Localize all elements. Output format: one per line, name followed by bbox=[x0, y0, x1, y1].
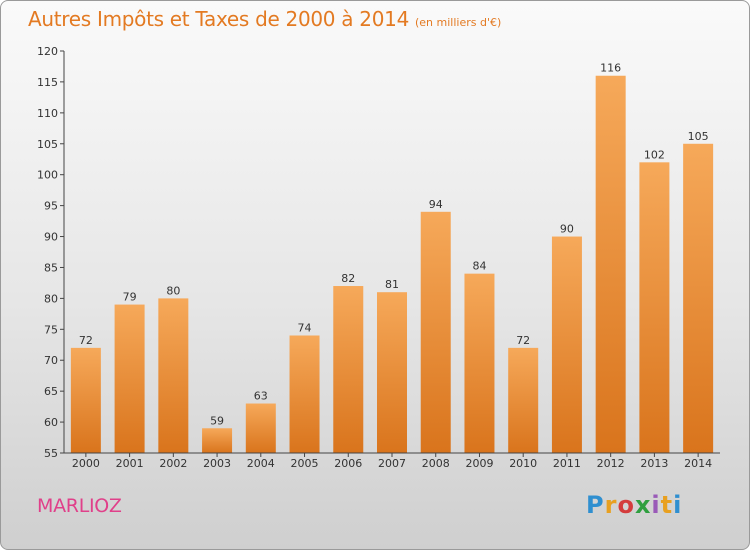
y-tick-label: 70 bbox=[44, 354, 58, 367]
proxiti-logo[interactable]: Proxiti bbox=[586, 491, 682, 519]
y-tick-label: 115 bbox=[37, 76, 58, 89]
bar-value-label: 94 bbox=[429, 198, 443, 211]
x-tick-label: 2012 bbox=[597, 457, 625, 470]
bar-value-label: 102 bbox=[644, 148, 665, 161]
y-tick-label: 90 bbox=[44, 231, 58, 244]
x-tick-label: 2010 bbox=[509, 457, 537, 470]
bar-2010 bbox=[508, 347, 539, 453]
logo-letter: t bbox=[660, 491, 674, 519]
bar-value-label: 81 bbox=[385, 278, 399, 291]
bar-value-label: 116 bbox=[600, 62, 621, 75]
x-tick-label: 2001 bbox=[116, 457, 144, 470]
y-tick-label: 95 bbox=[44, 200, 58, 213]
bar-2004 bbox=[245, 403, 276, 453]
logo-letter: P bbox=[586, 491, 605, 519]
bar-value-label: 79 bbox=[123, 291, 137, 304]
bar-2001 bbox=[114, 304, 145, 453]
x-tick-label: 2008 bbox=[422, 457, 450, 470]
logo-letter: i bbox=[651, 491, 661, 519]
bar-2007 bbox=[377, 292, 407, 453]
bar-value-label: 74 bbox=[298, 321, 312, 334]
y-tick-label: 110 bbox=[37, 107, 58, 120]
x-tick-label: 2013 bbox=[640, 457, 668, 470]
y-tick-label: 55 bbox=[44, 447, 58, 460]
bar-value-label: 84 bbox=[472, 260, 486, 273]
bar-value-label: 80 bbox=[166, 284, 180, 297]
bar-2002 bbox=[158, 298, 189, 453]
bar-2013 bbox=[639, 162, 670, 454]
bar-value-label: 72 bbox=[516, 334, 530, 347]
logo-letter: r bbox=[604, 491, 618, 519]
city-name: MARLIOZ bbox=[37, 495, 122, 517]
bar-value-label: 90 bbox=[560, 223, 574, 236]
y-tick-label: 60 bbox=[44, 416, 58, 429]
x-tick-label: 2011 bbox=[553, 457, 581, 470]
y-tick-label: 100 bbox=[37, 169, 58, 182]
x-tick-label: 2009 bbox=[465, 457, 493, 470]
bar-2012 bbox=[595, 75, 626, 453]
chart-title: Autres Impôts et Taxes de 2000 à 2014 (en… bbox=[28, 7, 501, 31]
bar-2000 bbox=[70, 347, 101, 453]
y-tick-label: 85 bbox=[44, 261, 58, 274]
x-tick-label: 2003 bbox=[203, 457, 231, 470]
bar-value-label: 105 bbox=[688, 130, 709, 143]
chart-title-text: Autres Impôts et Taxes de 2000 à 2014 bbox=[28, 7, 409, 31]
bars: 72 79 80 59 63 74 82 81 94 84 72 90 116 102 105 bbox=[70, 62, 714, 454]
x-tick-label: 2007 bbox=[378, 457, 406, 470]
y-tick-label: 65 bbox=[44, 385, 58, 398]
logo-letter: i bbox=[673, 491, 683, 519]
x-tick-label: 2014 bbox=[684, 457, 712, 470]
bar-value-label: 82 bbox=[341, 272, 355, 285]
bar-2006 bbox=[333, 286, 364, 453]
x-tick-label: 2002 bbox=[159, 457, 187, 470]
x-tick-label: 2006 bbox=[334, 457, 362, 470]
bar-2014 bbox=[683, 143, 714, 453]
bar-value-label: 63 bbox=[254, 390, 268, 403]
x-axis: 2000 2001 2002 2003 2004 2005 2006 2007 2008 2009… bbox=[64, 452, 720, 470]
y-tick-label: 120 bbox=[37, 45, 58, 58]
x-tick-label: 2000 bbox=[72, 457, 100, 470]
y-tick-label: 80 bbox=[44, 292, 58, 305]
bar-2008 bbox=[420, 211, 451, 453]
logo-letter: o bbox=[617, 491, 635, 519]
y-axis: 55 60 65 70 75 80 85 90 95 100 105 110 115 120 bbox=[37, 45, 65, 460]
y-tick-label: 75 bbox=[44, 323, 58, 336]
bar-2005 bbox=[289, 335, 320, 453]
y-tick-label: 105 bbox=[37, 138, 58, 151]
bar-2009 bbox=[464, 273, 495, 453]
bar-value-label: 59 bbox=[210, 414, 224, 427]
bar-value-label: 72 bbox=[79, 334, 93, 347]
logo-letter: x bbox=[634, 491, 652, 519]
bar-2003 bbox=[202, 428, 233, 453]
bar-2011 bbox=[551, 236, 582, 453]
chart-subtitle: (en milliers d'€) bbox=[415, 16, 502, 29]
x-tick-label: 2004 bbox=[247, 457, 275, 470]
x-tick-label: 2005 bbox=[291, 457, 319, 470]
